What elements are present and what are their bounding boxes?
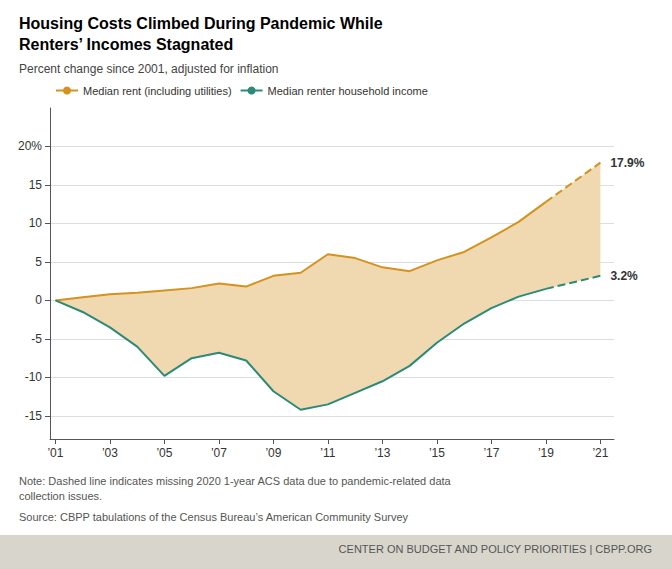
svg-text:Renters’ Incomes Stagnated: Renters’ Incomes Stagnated	[19, 36, 233, 53]
svg-text:’19: ’19	[538, 446, 554, 460]
svg-text:-10: -10	[25, 370, 43, 384]
svg-text:Source: CBPP tabulations of th: Source: CBPP tabulations of the Census B…	[19, 511, 409, 523]
svg-text:3.2%: 3.2%	[610, 269, 638, 283]
svg-text:’03: ’03	[102, 446, 118, 460]
svg-text:’15: ’15	[429, 446, 445, 460]
svg-text:-15: -15	[25, 409, 43, 423]
svg-text:Median renter household income: Median renter household income	[268, 85, 428, 97]
svg-text:’07: ’07	[211, 446, 227, 460]
svg-text:collection issues.: collection issues.	[19, 490, 102, 502]
svg-text:’01: ’01	[47, 446, 63, 460]
svg-text:CENTER ON BUDGET AND POLICY PR: CENTER ON BUDGET AND POLICY PRIORITIES |…	[339, 543, 652, 555]
svg-text:10: 10	[29, 216, 43, 230]
svg-text:Percent change since 2001, adj: Percent change since 2001, adjusted for …	[19, 62, 279, 76]
svg-text:’11: ’11	[320, 446, 335, 460]
svg-text:Housing Costs Climbed During P: Housing Costs Climbed During Pandemic Wh…	[19, 15, 383, 32]
svg-text:’09: ’09	[265, 446, 281, 460]
svg-text:’17: ’17	[483, 446, 499, 460]
svg-text:’05: ’05	[156, 446, 172, 460]
svg-text:Note: Dashed line indicates mi: Note: Dashed line indicates missing 2020…	[19, 475, 452, 487]
svg-text:0: 0	[35, 293, 42, 307]
svg-text:15: 15	[29, 178, 43, 192]
svg-text:20%: 20%	[18, 139, 42, 153]
svg-text:-5: -5	[31, 332, 42, 346]
svg-text:5: 5	[35, 255, 42, 269]
svg-text:’13: ’13	[374, 446, 390, 460]
svg-text:Median rent (including utiliti: Median rent (including utilities)	[83, 85, 232, 97]
svg-text:’21: ’21	[592, 446, 608, 460]
svg-text:17.9%: 17.9%	[610, 156, 644, 170]
